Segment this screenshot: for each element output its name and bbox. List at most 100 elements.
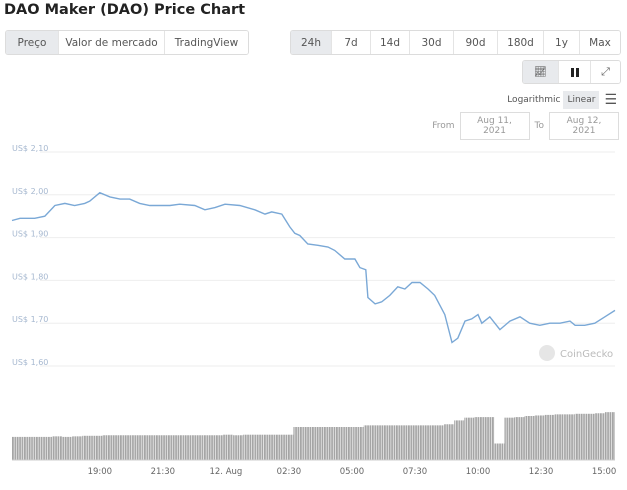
volume-bar	[223, 434, 234, 460]
volume-bar	[373, 425, 384, 460]
range-selector: 24h 7d 14d 30d 90d 180d 1y Max	[290, 30, 621, 55]
x-tick-label: 15:00	[592, 467, 617, 477]
y-tick-label: US$ 2,10	[12, 144, 48, 153]
volume-bar	[363, 425, 374, 460]
volume-bar	[192, 435, 203, 460]
date-range: From Aug 11, 2021 To Aug 12, 2021	[432, 112, 619, 140]
y-tick-label: US$ 1,80	[12, 272, 48, 281]
view-tabs: Preço Valor de mercado TradingView	[5, 30, 249, 55]
volume-bar	[554, 414, 565, 460]
volume-bar	[273, 434, 284, 460]
volume-bar	[544, 414, 555, 460]
volume-bar	[132, 435, 143, 460]
volume-bar	[343, 427, 354, 460]
volume-bar	[52, 436, 63, 460]
range-24h[interactable]: 24h	[291, 31, 331, 54]
linear-button[interactable]: Linear	[563, 91, 600, 109]
volume-bar	[283, 434, 294, 460]
x-tick-label: 05:00	[340, 467, 365, 477]
volume-bar	[152, 435, 163, 460]
price-line	[11, 191, 616, 344]
to-date-input[interactable]: Aug 12, 2021	[549, 112, 619, 140]
range-180d[interactable]: 180d	[497, 31, 543, 54]
line-chart-button[interactable]: 📈︎	[523, 61, 558, 83]
y-tick-label: US$ 1,60	[12, 358, 48, 367]
volume-bar	[464, 417, 475, 460]
volume-bar	[403, 425, 414, 460]
volume-bar	[534, 415, 545, 460]
x-tick-label: 10:00	[466, 467, 491, 477]
range-14d[interactable]: 14d	[370, 31, 409, 54]
hamburger-menu-icon[interactable]: ☰	[604, 92, 617, 108]
volume-bar	[353, 427, 364, 460]
svg-text:CoinGecko: CoinGecko	[560, 349, 613, 360]
to-label: To	[534, 121, 544, 131]
volume-bar	[444, 424, 455, 460]
volume-bar	[213, 435, 224, 460]
volume-bar	[263, 434, 274, 460]
fullscreen-button[interactable]: ⤢	[590, 61, 620, 83]
tab-price[interactable]: Preço	[6, 31, 58, 54]
range-1y[interactable]: 1y	[543, 31, 579, 54]
volume-bar	[303, 427, 314, 460]
range-30d[interactable]: 30d	[409, 31, 453, 54]
x-tick-label: 12:30	[529, 467, 554, 477]
volume-bar	[564, 414, 575, 460]
page-title: DAO Maker (DAO) Price Chart	[4, 2, 246, 18]
volume-bar	[102, 435, 113, 460]
range-7d[interactable]: 7d	[331, 31, 370, 54]
scale-toggle: Logarithmic Linear ☰	[507, 91, 617, 109]
volume-bar	[424, 425, 435, 460]
volume-bar	[293, 427, 304, 460]
x-tick-label: 02:30	[277, 467, 302, 477]
tab-market-cap[interactable]: Valor de mercado	[58, 31, 164, 54]
from-date-input[interactable]: Aug 11, 2021	[459, 112, 530, 140]
candlestick-icon	[570, 67, 579, 77]
y-tick-label: US$ 1,70	[12, 315, 48, 324]
y-tick-label: US$ 1,90	[12, 230, 48, 239]
volume-bar	[474, 417, 485, 460]
volume-bar	[514, 417, 525, 460]
range-max[interactable]: Max	[579, 31, 620, 54]
volume-bar	[504, 417, 515, 460]
volume-bar	[253, 434, 264, 460]
volume-bar	[484, 417, 495, 460]
x-tick-label: 21:30	[151, 467, 176, 477]
volume-bar	[72, 436, 83, 460]
volume-bar	[594, 413, 605, 460]
chart-type-buttons: 📈︎ ⤢	[522, 60, 621, 84]
volume-bar	[62, 436, 73, 460]
volume-bar	[233, 435, 244, 460]
volume-bar	[112, 435, 123, 460]
volume-bar	[142, 435, 153, 460]
range-90d[interactable]: 90d	[453, 31, 497, 54]
volume-bar	[42, 436, 53, 460]
x-tick-label: 07:30	[403, 467, 428, 477]
volume-bar	[92, 435, 103, 460]
volume-bar	[82, 435, 93, 460]
volume-bar	[604, 412, 615, 460]
volume-bar	[454, 420, 465, 460]
logarithmic-button[interactable]: Logarithmic	[507, 95, 561, 105]
volume-bar	[393, 425, 404, 460]
volume-bar	[494, 443, 505, 460]
tab-tradingview[interactable]: TradingView	[164, 31, 248, 54]
volume-bar	[383, 425, 394, 460]
volume-bar	[122, 435, 133, 460]
volume-bar	[202, 435, 213, 460]
from-label: From	[432, 121, 455, 131]
x-tick-label: 12. Aug	[209, 467, 242, 477]
volume-bar	[574, 413, 585, 460]
y-tick-label: US$ 2,00	[12, 187, 48, 196]
volume-bar	[12, 436, 23, 460]
volume-bar	[323, 427, 334, 460]
line-chart-icon: 📈︎	[534, 66, 547, 78]
coingecko-watermark: CoinGecko	[539, 345, 613, 361]
volume-bar	[22, 436, 33, 460]
volume-bar	[243, 434, 254, 460]
candlestick-button[interactable]	[558, 61, 590, 83]
volume-bar	[434, 425, 445, 460]
volume-bar	[584, 413, 595, 460]
x-tick-label: 19:00	[88, 467, 113, 477]
